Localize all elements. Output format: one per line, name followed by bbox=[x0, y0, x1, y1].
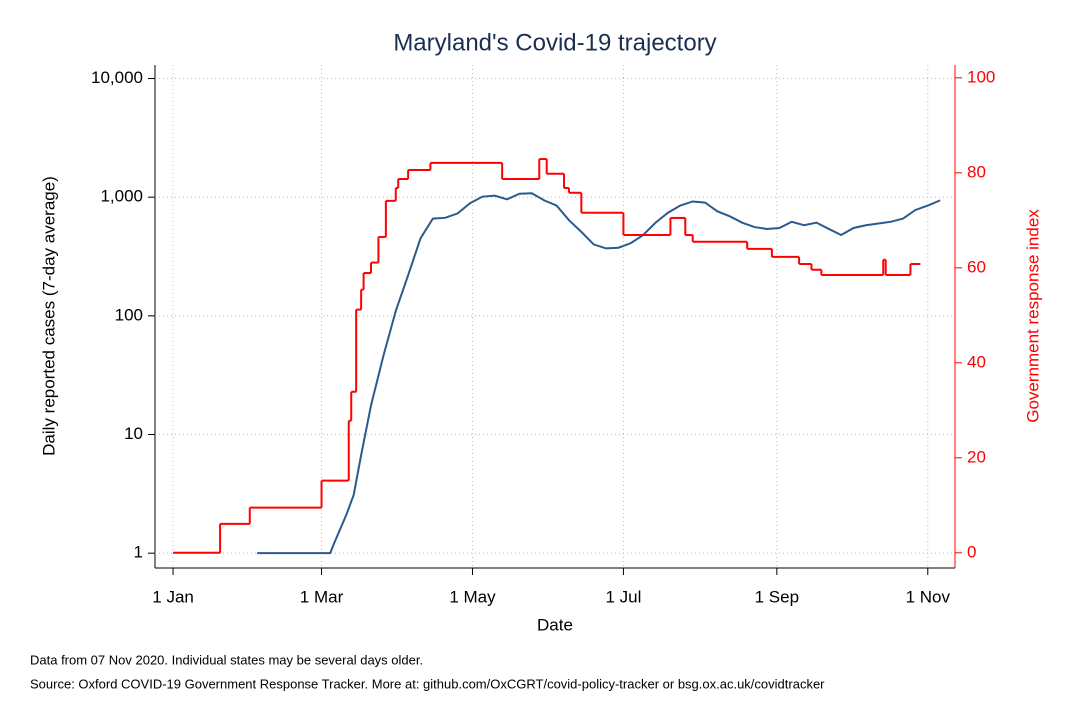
note: Source: Oxford COVID-19 Government Respo… bbox=[30, 676, 825, 691]
y-tick-label: 10 bbox=[124, 424, 143, 443]
x-tick-label: 1 Jul bbox=[605, 587, 641, 606]
y2-tick-label: 40 bbox=[967, 352, 986, 371]
note: Data from 07 Nov 2020. Individual states… bbox=[30, 652, 423, 667]
x-tick-label: 1 Sep bbox=[755, 587, 799, 606]
x-tick-label: 1 May bbox=[449, 587, 496, 606]
data-line bbox=[257, 192, 941, 555]
y2-tick-label: 0 bbox=[967, 542, 976, 561]
y2-tick-label: 80 bbox=[967, 162, 986, 181]
y-tick-label: 10,000 bbox=[91, 68, 143, 87]
x-tick-label: 1 Jan bbox=[152, 587, 194, 606]
chart-title: Maryland's Covid-19 trajectory bbox=[393, 29, 716, 56]
y2-tick-label: 60 bbox=[967, 257, 986, 276]
y-tick-label: 100 bbox=[115, 305, 143, 324]
y-tick-label: 1,000 bbox=[100, 187, 143, 206]
y-tick-label: 1 bbox=[134, 543, 143, 562]
y2-axis-title: Government response index bbox=[1023, 209, 1042, 423]
x-tick-label: 1 Mar bbox=[300, 587, 344, 606]
y-axis-title: Daily reported cases (7-day average) bbox=[39, 176, 58, 456]
y2-tick-label: 100 bbox=[967, 67, 995, 86]
x-axis-title: Date bbox=[537, 615, 573, 634]
y2-tick-label: 20 bbox=[967, 447, 986, 466]
x-tick-label: 1 Nov bbox=[906, 587, 951, 606]
